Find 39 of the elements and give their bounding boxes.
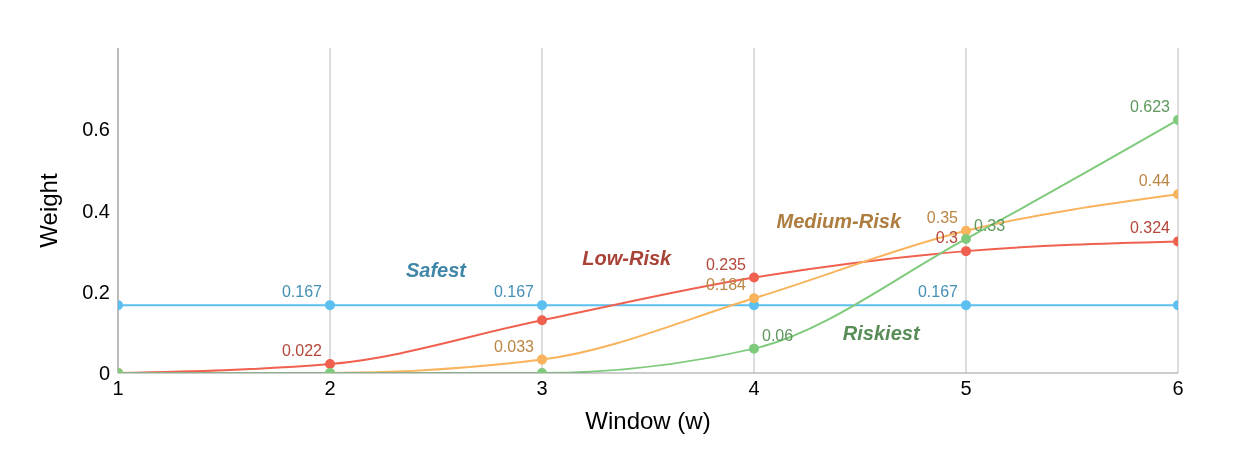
data-label: 0.324 [1129, 219, 1171, 237]
point [325, 359, 335, 370]
x-tick-label: 3 [536, 377, 548, 400]
data-label: 0.35 [926, 208, 959, 226]
point [537, 315, 547, 326]
series-label: Riskiest [842, 321, 921, 344]
y-tick-label: 0 [98, 362, 110, 385]
data-label: 0.167 [917, 283, 959, 301]
point [749, 343, 759, 354]
x-tick-label: 5 [960, 377, 972, 400]
y-axis-title: Weight [34, 173, 62, 248]
series-label: Medium-Risk [776, 210, 902, 233]
series-label: Low-Risk [582, 247, 673, 270]
data-label: 0.06 [762, 326, 794, 344]
point [961, 300, 971, 311]
data-label: 0.167 [493, 283, 535, 301]
x-axis-title: Window (w) [585, 407, 711, 434]
point [961, 246, 971, 257]
data-label: 0.44 [1138, 172, 1171, 190]
data-label: 0.033 [493, 337, 535, 355]
point [325, 300, 335, 311]
y-tick-label: 0.6 [82, 118, 110, 141]
point [961, 225, 971, 236]
data-label: 0.022 [281, 342, 323, 360]
point [961, 233, 971, 244]
point [749, 293, 759, 304]
point [749, 272, 759, 283]
y-tick-label: 0.4 [82, 199, 110, 222]
data-label: 0.167 [281, 283, 323, 301]
point [537, 300, 547, 311]
x-tick-label: 2 [324, 377, 336, 400]
data-label: 0.235 [705, 255, 747, 273]
x-tick-label: 4 [748, 377, 760, 400]
series-label: Safest [405, 259, 468, 282]
x-tick-label: 6 [1172, 377, 1184, 400]
x-tick-label: 1 [112, 377, 124, 400]
point [537, 354, 547, 365]
y-tick-label: 0.2 [82, 280, 110, 303]
data-label: 0.623 [1129, 97, 1171, 115]
